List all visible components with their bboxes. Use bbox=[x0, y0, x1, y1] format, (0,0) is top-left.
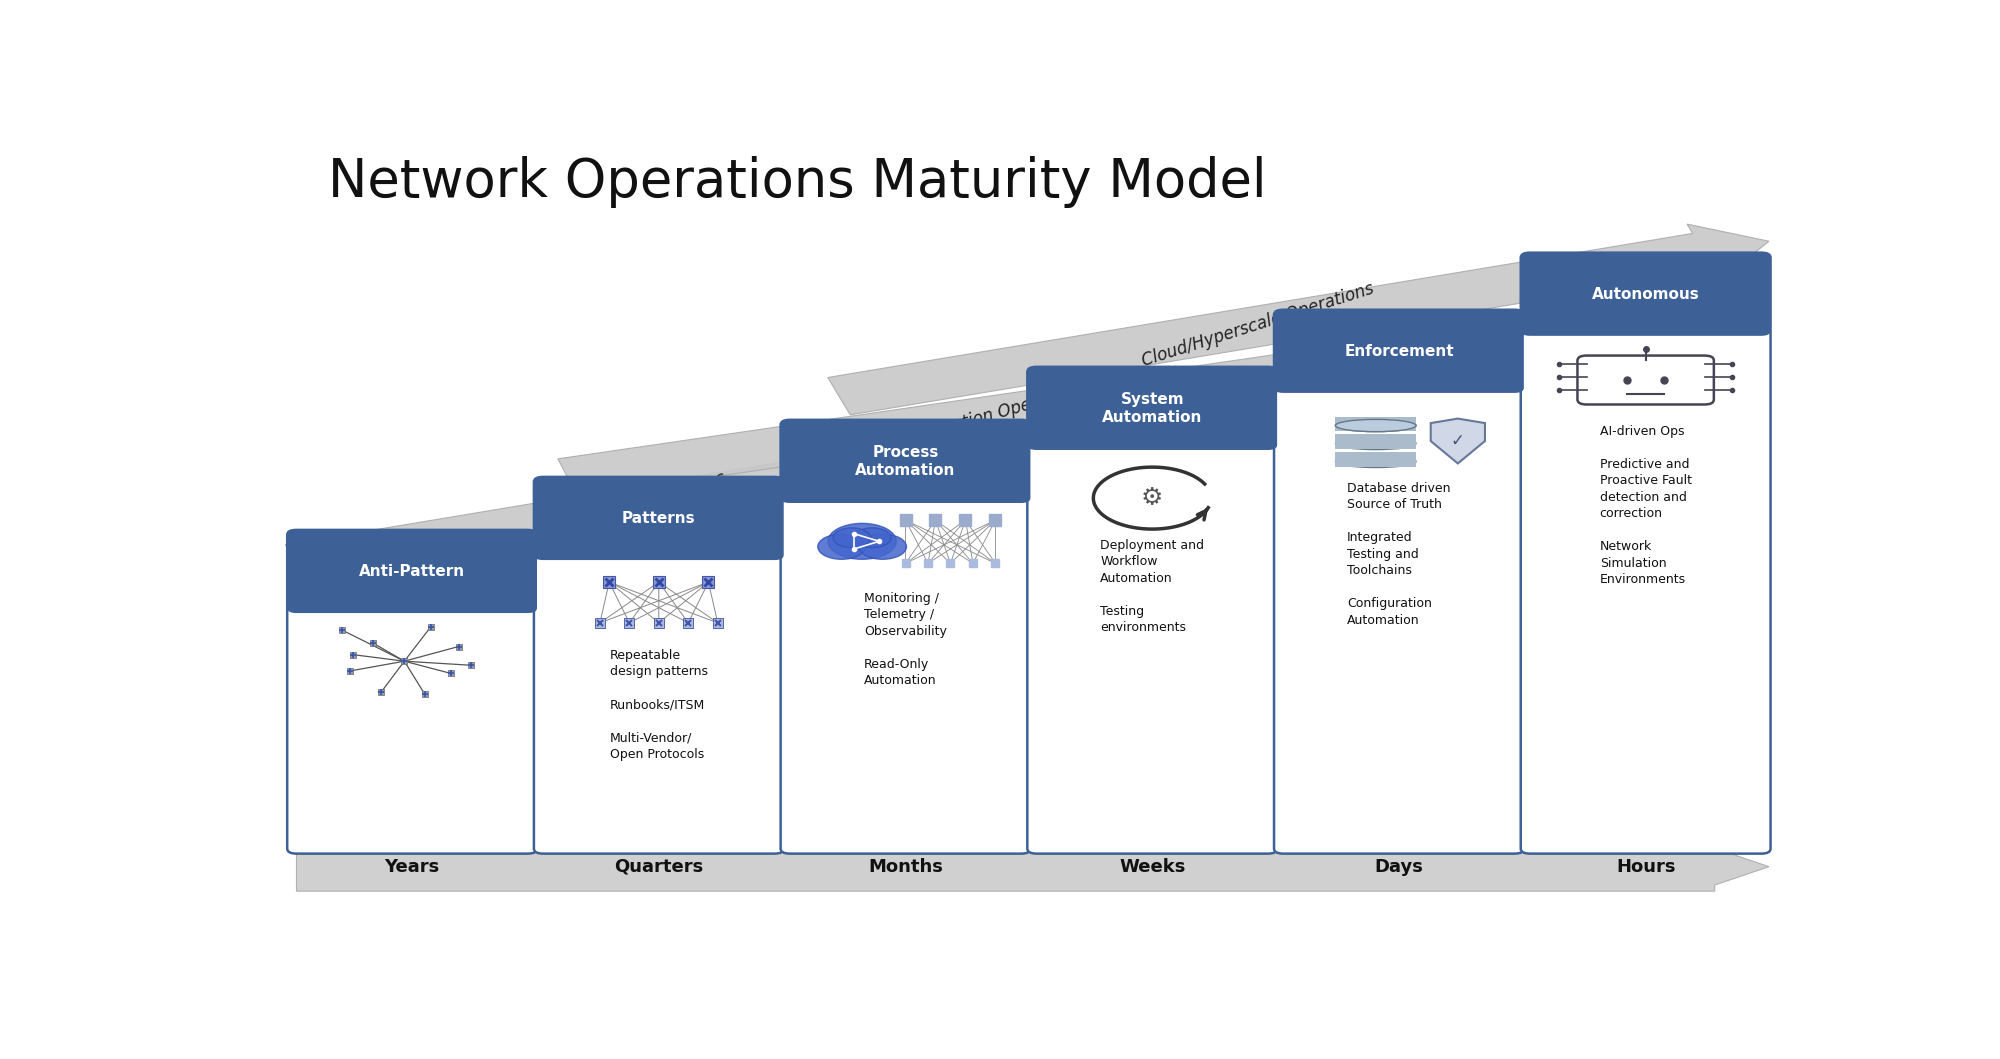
Text: Process
Automation: Process Automation bbox=[856, 445, 956, 478]
FancyBboxPatch shape bbox=[1274, 309, 1524, 393]
Circle shape bbox=[818, 534, 866, 559]
Text: Patterns: Patterns bbox=[622, 511, 696, 526]
Text: Months: Months bbox=[868, 858, 942, 876]
FancyBboxPatch shape bbox=[1274, 309, 1524, 854]
FancyBboxPatch shape bbox=[534, 477, 784, 854]
Text: ⚙: ⚙ bbox=[1142, 486, 1164, 510]
FancyBboxPatch shape bbox=[1028, 366, 1278, 854]
Text: Hours: Hours bbox=[1616, 858, 1676, 876]
Text: Enterprise Operations: Enterprise Operations bbox=[548, 468, 728, 541]
Text: Monitoring /
Telemetry /
Observability

Read-Only
Automation: Monitoring / Telemetry / Observability R… bbox=[864, 592, 946, 687]
Ellipse shape bbox=[1336, 419, 1416, 432]
FancyBboxPatch shape bbox=[1520, 253, 1770, 854]
FancyBboxPatch shape bbox=[1336, 434, 1416, 449]
Text: Anti-Pattern: Anti-Pattern bbox=[360, 564, 466, 579]
FancyBboxPatch shape bbox=[296, 572, 528, 608]
FancyBboxPatch shape bbox=[780, 419, 1030, 503]
FancyBboxPatch shape bbox=[1530, 294, 1762, 330]
Text: Cloud/Hyperscale Operations: Cloud/Hyperscale Operations bbox=[1140, 280, 1376, 370]
Polygon shape bbox=[1430, 418, 1484, 464]
Text: Years: Years bbox=[384, 858, 440, 876]
FancyBboxPatch shape bbox=[1028, 366, 1278, 450]
FancyBboxPatch shape bbox=[1284, 352, 1514, 388]
Text: Repeatable
design patterns

Runbooks/ITSM

Multi-Vendor/
Open Protocols: Repeatable design patterns Runbooks/ITSM… bbox=[610, 649, 708, 761]
Text: System
Automation: System Automation bbox=[1102, 392, 1202, 425]
Circle shape bbox=[854, 527, 892, 548]
Polygon shape bbox=[286, 418, 1056, 582]
Ellipse shape bbox=[1336, 455, 1416, 467]
Circle shape bbox=[858, 534, 906, 559]
FancyBboxPatch shape bbox=[544, 519, 774, 555]
Ellipse shape bbox=[1336, 437, 1416, 450]
Ellipse shape bbox=[1336, 419, 1416, 432]
Text: ✓: ✓ bbox=[1450, 432, 1464, 450]
Text: Weeks: Weeks bbox=[1120, 858, 1186, 876]
Text: Database driven
Source of Truth

Integrated
Testing and
Toolchains

Configuratio: Database driven Source of Truth Integrat… bbox=[1348, 482, 1450, 627]
FancyBboxPatch shape bbox=[1036, 409, 1268, 445]
FancyBboxPatch shape bbox=[288, 530, 538, 854]
Text: Network Operations Maturity Model: Network Operations Maturity Model bbox=[328, 156, 1266, 208]
FancyBboxPatch shape bbox=[780, 419, 1030, 854]
Text: Days: Days bbox=[1374, 858, 1424, 876]
Text: Enforcement: Enforcement bbox=[1344, 344, 1454, 359]
FancyBboxPatch shape bbox=[1336, 452, 1416, 467]
Text: Quarters: Quarters bbox=[614, 858, 704, 876]
Text: AI-driven Ops

Predictive and
Proactive Fault
detection and
correction

Network
: AI-driven Ops Predictive and Proactive F… bbox=[1600, 425, 1692, 587]
FancyBboxPatch shape bbox=[790, 462, 1022, 498]
Circle shape bbox=[828, 523, 896, 559]
Polygon shape bbox=[828, 225, 1770, 415]
Polygon shape bbox=[558, 321, 1522, 497]
FancyBboxPatch shape bbox=[288, 530, 538, 613]
FancyBboxPatch shape bbox=[1336, 416, 1416, 431]
Polygon shape bbox=[296, 842, 1770, 891]
Text: Autonomous: Autonomous bbox=[1592, 287, 1700, 302]
FancyBboxPatch shape bbox=[534, 477, 784, 560]
FancyBboxPatch shape bbox=[1520, 253, 1770, 336]
Text: Production Operations: Production Operations bbox=[904, 380, 1088, 447]
Text: Deployment and
Workflow
Automation

Testing
environments: Deployment and Workflow Automation Testi… bbox=[1100, 539, 1204, 634]
Circle shape bbox=[834, 527, 870, 548]
